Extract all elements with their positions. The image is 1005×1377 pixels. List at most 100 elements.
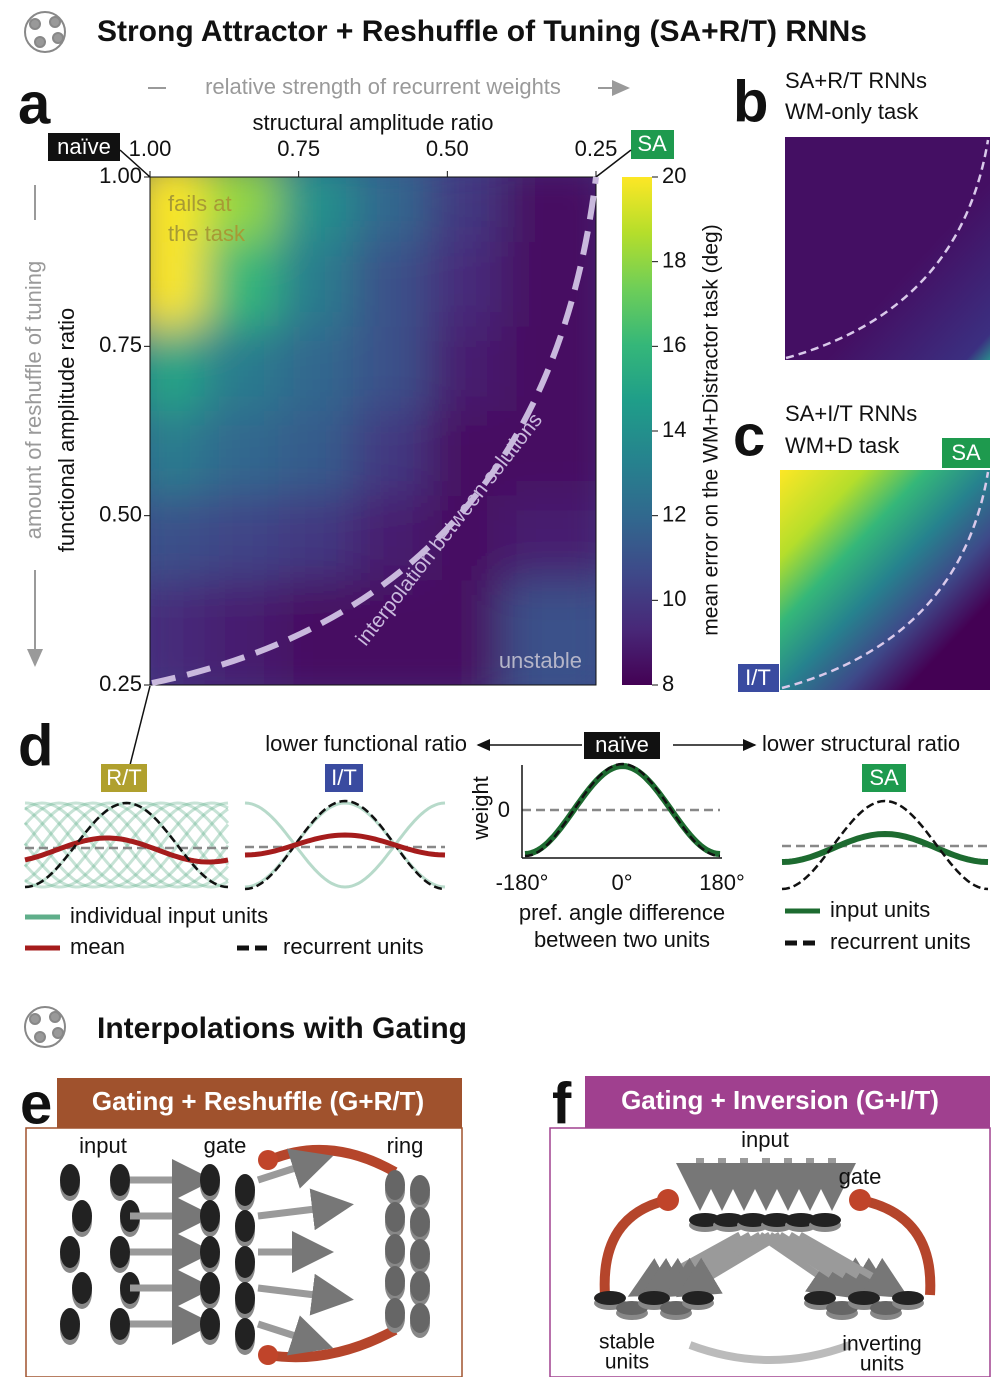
tag-box xyxy=(48,133,120,161)
unit xyxy=(200,1308,220,1340)
x-tick-label: 0.75 xyxy=(277,136,320,161)
unit xyxy=(235,1210,255,1242)
heatmap-b xyxy=(785,137,990,360)
title-box xyxy=(57,1078,462,1128)
curve xyxy=(24,801,229,889)
legend-label: recurrent units xyxy=(830,929,971,954)
y-axis-label: functional amplitude ratio xyxy=(54,308,79,553)
x-tick-label: 180° xyxy=(699,870,745,895)
annotation: unstable xyxy=(499,648,582,673)
unit xyxy=(804,1291,836,1305)
diagram-label: units xyxy=(605,1351,649,1374)
arrow-label: lower structural ratio xyxy=(762,731,960,756)
gate-node xyxy=(258,1345,278,1365)
curve xyxy=(24,801,229,889)
unit xyxy=(410,1239,430,1269)
x-tick-label: -180° xyxy=(496,870,549,895)
tuning-curves xyxy=(23,762,989,891)
curve xyxy=(24,801,229,889)
tag-box xyxy=(325,764,363,792)
x-tick-label: 0° xyxy=(611,870,632,895)
curve xyxy=(781,799,989,891)
colorbar-tick-label: 10 xyxy=(662,586,686,611)
y-tick-label: 0 xyxy=(498,797,510,822)
panel-label: a xyxy=(18,71,51,136)
tag: SA xyxy=(637,131,667,156)
tag-box xyxy=(631,130,674,159)
y-tick-label: 1.00 xyxy=(99,163,142,188)
unit xyxy=(110,1236,130,1268)
unit xyxy=(200,1272,220,1304)
tag: SA xyxy=(951,440,981,465)
network-diagram xyxy=(594,1158,936,1364)
panel-text: SA+R/T RNNs xyxy=(785,68,927,93)
unit xyxy=(689,1213,721,1227)
unit xyxy=(638,1291,670,1305)
network-diagram xyxy=(60,1144,430,1365)
curve xyxy=(24,801,229,889)
x-tick-label: 0.50 xyxy=(426,136,469,161)
title: Strong Attractor + Reshuffle of Tuning (… xyxy=(97,15,867,48)
gate-loop xyxy=(599,1195,670,1296)
unit xyxy=(809,1213,841,1227)
unit xyxy=(385,1298,405,1328)
heatmap-cell xyxy=(501,580,596,685)
cycle-arrow xyxy=(688,1341,852,1364)
unit xyxy=(385,1202,405,1232)
x-tick-label: 0.25 xyxy=(575,136,618,161)
connection xyxy=(798,1231,909,1297)
curve xyxy=(23,801,230,889)
unit xyxy=(761,1213,793,1227)
colorbar-label: mean error on the WM+Distractor task (de… xyxy=(700,224,723,635)
legend-label: input units xyxy=(830,897,930,922)
unit xyxy=(110,1164,130,1196)
curve xyxy=(24,801,229,889)
unit xyxy=(60,1164,80,1196)
diagram-label: inverting xyxy=(842,1333,921,1356)
y-axis-label: weight xyxy=(468,776,493,841)
legend-label: individual input units xyxy=(70,903,268,928)
unit xyxy=(200,1164,220,1196)
colorbar-tick-label: 8 xyxy=(662,671,674,696)
panel-text: SA+I/T RNNs xyxy=(785,401,917,426)
unit xyxy=(713,1213,745,1227)
unit xyxy=(72,1272,92,1304)
gate-node xyxy=(849,1189,871,1211)
interpolation-curve xyxy=(151,176,599,686)
unit xyxy=(60,1236,80,1268)
unit xyxy=(892,1291,924,1305)
connector xyxy=(129,685,151,766)
diagram-label: input xyxy=(741,1127,789,1152)
unit xyxy=(848,1291,880,1305)
unit xyxy=(200,1200,220,1232)
y-tick-label: 0.25 xyxy=(99,671,142,696)
x-tick-label: 1.00 xyxy=(129,136,172,161)
interpolation-curve xyxy=(781,471,990,690)
unit xyxy=(235,1318,255,1350)
colorbar-tick-label: 16 xyxy=(662,332,686,357)
curve xyxy=(24,801,229,889)
connection xyxy=(257,1188,354,1231)
connection xyxy=(651,1231,762,1297)
x-axis-label: between two units xyxy=(534,927,710,952)
colorbar-tick-label: 14 xyxy=(662,417,686,442)
connection xyxy=(257,1273,354,1316)
y-tick-label: 0.50 xyxy=(99,501,142,526)
tag: naïve xyxy=(57,134,111,159)
unit xyxy=(235,1174,255,1206)
curve xyxy=(244,799,446,891)
connection xyxy=(256,1148,334,1189)
y-tick-label: 0.75 xyxy=(99,332,142,357)
x-axis-label: structural amplitude ratio xyxy=(253,110,494,135)
unit xyxy=(682,1291,714,1305)
colorbar-tick-label: 20 xyxy=(662,163,686,188)
colorbar-tick-label: 18 xyxy=(662,247,686,272)
unit xyxy=(737,1213,769,1227)
unit xyxy=(235,1246,255,1278)
panel-label: b xyxy=(733,69,768,134)
heatmap xyxy=(150,177,596,685)
tag: SA xyxy=(869,765,899,790)
unit xyxy=(385,1170,405,1200)
connection xyxy=(256,1315,334,1356)
panel-text: WM-only task xyxy=(785,99,919,124)
